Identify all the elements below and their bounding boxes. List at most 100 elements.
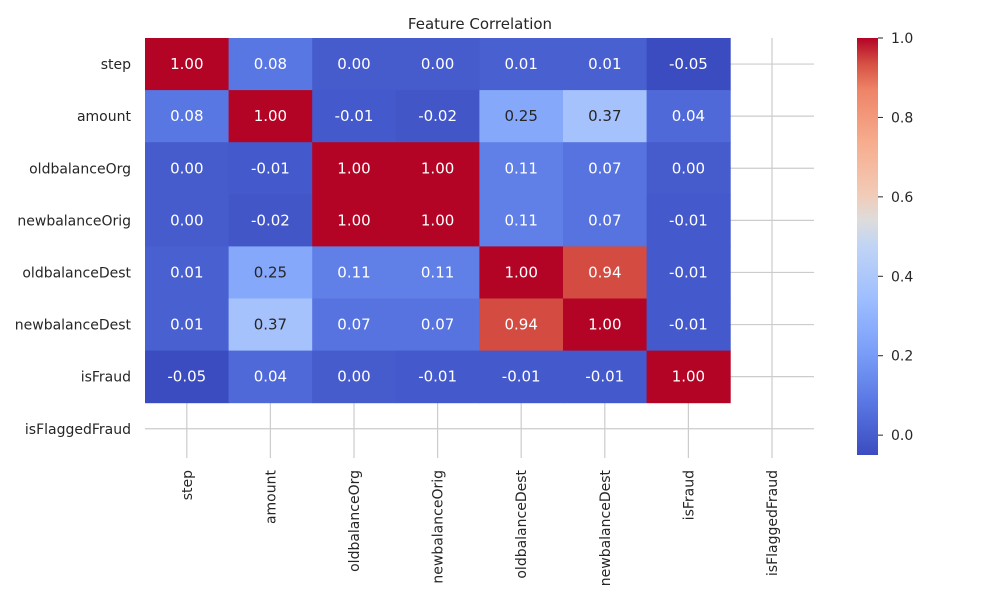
cell-value-label: 0.01 xyxy=(170,263,203,281)
cell-value-label: 0.08 xyxy=(254,55,287,73)
heatmap-cell xyxy=(228,90,313,143)
x-tick-label: newbalanceOrig xyxy=(431,470,447,584)
cell-value-label: 0.07 xyxy=(421,316,454,334)
y-tick-label: isFlaggedFraud xyxy=(25,422,131,438)
cell-value-label: 0.25 xyxy=(254,263,287,281)
cell-value-label: -0.01 xyxy=(669,263,708,281)
heatmap-cell xyxy=(312,90,397,143)
cell-value-label: 1.00 xyxy=(672,368,705,386)
heatmap-cell xyxy=(646,38,731,91)
heatmap-cell xyxy=(646,142,731,195)
heatmap-cell xyxy=(395,90,480,143)
y-tick-label: isFraud xyxy=(81,370,131,386)
x-tick-label: isFlaggedFraud xyxy=(765,470,781,576)
heatmap-cell xyxy=(312,194,397,247)
cell-value-label: 1.00 xyxy=(421,159,454,177)
heatmap-cell xyxy=(479,90,564,143)
heatmap-cell xyxy=(563,38,648,91)
cell-value-label: 0.25 xyxy=(504,107,537,125)
heatmap-cell xyxy=(312,246,397,299)
heatmap-cell xyxy=(228,350,313,404)
heatmap-cell xyxy=(395,246,480,299)
colorbar-gradient xyxy=(857,38,878,455)
colorbar-tick-label: 0.0 xyxy=(891,428,913,444)
heatmap-cell xyxy=(646,298,731,352)
colorbar-tick-label: 0.2 xyxy=(891,349,913,365)
cell-value-label: 0.07 xyxy=(588,211,621,229)
heatmap-cell xyxy=(479,246,564,299)
cell-value-label: 0.00 xyxy=(170,159,203,177)
heatmap-cell xyxy=(228,246,313,299)
cell-value-label: 0.00 xyxy=(170,211,203,229)
cell-value-label: -0.01 xyxy=(585,368,624,386)
cell-value-label: 0.04 xyxy=(254,368,287,386)
heatmap-cell xyxy=(145,194,230,247)
heatmap-cell xyxy=(145,298,230,352)
cell-value-label: 1.00 xyxy=(337,211,370,229)
heatmap-cell xyxy=(228,194,313,247)
heatmap-cell xyxy=(646,194,731,247)
heatmap-cell xyxy=(563,90,648,143)
y-tick-label: oldbalanceOrg xyxy=(29,161,131,177)
heatmap-cell xyxy=(145,90,230,143)
heatmap-cell xyxy=(563,142,648,195)
chart-title: Feature Correlation xyxy=(408,15,552,33)
heatmap-cell xyxy=(563,298,648,352)
cell-value-label: 0.11 xyxy=(337,263,370,281)
heatmap-cell xyxy=(145,246,230,299)
cell-value-label: -0.01 xyxy=(669,316,708,334)
cell-value-label: 1.00 xyxy=(337,159,370,177)
cell-value-label: -0.02 xyxy=(418,107,457,125)
heatmap-cell xyxy=(395,194,480,247)
y-tick-label: newbalanceOrig xyxy=(17,213,131,229)
y-tick-label: step xyxy=(101,57,131,73)
heatmap-cell xyxy=(479,298,564,352)
x-tick-label: isFraud xyxy=(681,470,697,520)
cell-value-label: 0.08 xyxy=(170,107,203,125)
cell-value-label: 0.04 xyxy=(672,107,705,125)
heatmap-cell xyxy=(312,298,397,352)
heatmap-cell xyxy=(563,194,648,247)
cell-value-label: 1.00 xyxy=(170,55,203,73)
cell-value-label: 0.01 xyxy=(588,55,621,73)
cell-value-label: -0.01 xyxy=(418,368,457,386)
heatmap-cell xyxy=(646,246,731,299)
x-tick-label: newbalanceDest xyxy=(598,469,614,586)
heatmap-cell xyxy=(228,142,313,195)
heatmap-cells: 1.00 0.08 0.00 0.00 0.01 0.01 -0.05 0.08 1.00 -0.… xyxy=(145,38,731,404)
cell-value-label: 0.00 xyxy=(421,55,454,73)
heatmap-cell xyxy=(479,142,564,195)
heatmap-cell xyxy=(479,350,564,404)
heatmap-cell xyxy=(479,194,564,247)
y-tick-label: amount xyxy=(77,109,132,125)
heatmap-cell xyxy=(145,38,230,91)
x-tick-label: oldbalanceOrg xyxy=(347,470,363,572)
colorbar-tick-label: 0.8 xyxy=(891,110,913,126)
colorbar-tick-label: 0.6 xyxy=(891,190,913,206)
cell-value-label: -0.01 xyxy=(669,211,708,229)
colorbar: 0.0 0.2 0.4 0.6 0.8 1.0 xyxy=(857,31,913,455)
cell-value-label: 1.00 xyxy=(588,316,621,334)
y-tick-label: newbalanceDest xyxy=(15,318,132,334)
cell-value-label: 1.00 xyxy=(504,263,537,281)
cell-value-label: 0.11 xyxy=(504,159,537,177)
cell-value-label: -0.02 xyxy=(251,211,290,229)
cell-value-label: 0.00 xyxy=(337,368,370,386)
x-tick-label: amount xyxy=(263,470,279,525)
colorbar-tick-label: 1.0 xyxy=(891,31,913,47)
y-tick-label: oldbalanceDest xyxy=(22,265,131,281)
heatmap-cell xyxy=(395,350,480,404)
x-tick-label: step xyxy=(180,470,196,500)
heatmap-cell xyxy=(145,350,230,404)
heatmap-cell xyxy=(563,246,648,299)
heatmap-cell xyxy=(563,350,648,404)
cell-value-label: -0.01 xyxy=(502,368,541,386)
cell-value-label: 1.00 xyxy=(421,211,454,229)
heatmap-cell xyxy=(228,38,313,91)
heatmap-cell xyxy=(395,38,480,91)
cell-value-label: -0.05 xyxy=(167,368,206,386)
cell-value-label: -0.01 xyxy=(335,107,374,125)
heatmap-cell xyxy=(479,38,564,91)
